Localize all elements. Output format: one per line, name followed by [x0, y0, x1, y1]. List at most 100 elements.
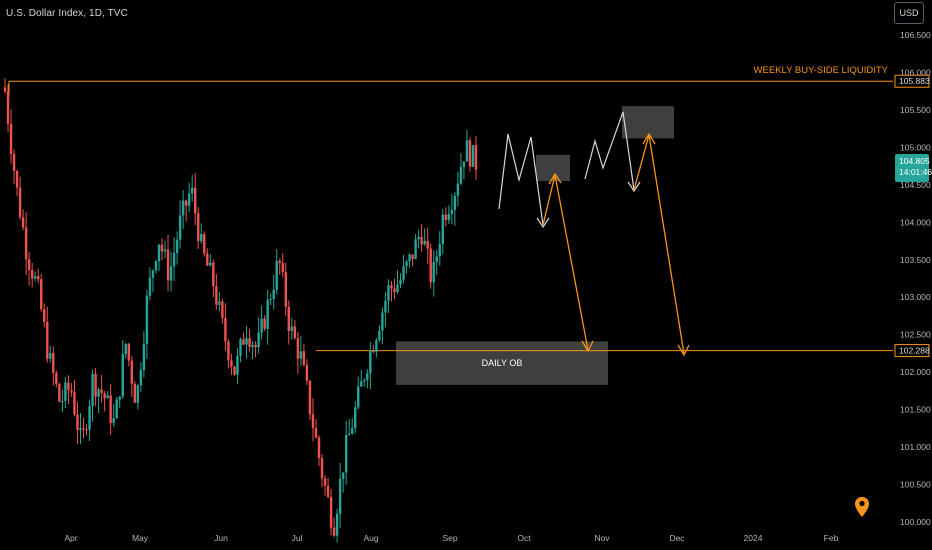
candle — [444, 214, 448, 221]
candle — [88, 406, 91, 430]
candle — [230, 360, 233, 367]
candle — [9, 123, 13, 154]
candle — [178, 215, 182, 240]
candle — [169, 266, 173, 281]
candle — [372, 350, 375, 352]
candle — [293, 326, 297, 339]
time-tick-label: Apr — [64, 533, 77, 543]
candle — [33, 276, 37, 279]
candle — [172, 252, 176, 267]
level-price-badge — [894, 74, 930, 88]
candle — [18, 187, 22, 218]
candle — [209, 262, 212, 266]
arrow-head — [548, 172, 562, 185]
price-tick-label: 104.000 — [900, 217, 931, 227]
candle — [432, 262, 435, 283]
price-tick-label: 104.500 — [900, 180, 931, 190]
time-tick-label: Sep — [442, 533, 457, 543]
candle — [215, 286, 218, 305]
candle — [103, 393, 106, 399]
currency-button[interactable]: USD — [894, 2, 924, 24]
candle — [251, 344, 254, 347]
candle — [242, 339, 245, 345]
candle — [64, 382, 67, 401]
candle — [323, 478, 327, 486]
candle — [175, 239, 179, 253]
candle — [393, 288, 396, 292]
candle — [221, 301, 224, 318]
candle — [200, 234, 203, 242]
time-tick-label: Aug — [363, 533, 378, 543]
candle — [61, 400, 64, 402]
candle — [49, 353, 52, 359]
candle — [233, 366, 236, 375]
candle — [314, 428, 318, 438]
time-tick-label: Nov — [594, 533, 610, 543]
candle — [203, 234, 206, 254]
candle — [12, 153, 16, 171]
candle — [465, 140, 469, 162]
projection-path — [584, 111, 635, 191]
candle — [287, 306, 291, 332]
candle — [296, 338, 300, 359]
candle — [269, 299, 272, 301]
candle — [21, 217, 25, 228]
candle — [70, 390, 73, 393]
candle — [46, 321, 49, 359]
candle — [239, 339, 242, 356]
candle — [115, 399, 118, 419]
location-pin-icon[interactable] — [855, 497, 869, 517]
price-tick-label: 105.500 — [900, 105, 931, 115]
candle — [6, 91, 10, 124]
candle — [456, 183, 460, 196]
candle — [73, 392, 76, 415]
candle — [320, 458, 324, 479]
candle — [338, 478, 342, 514]
candle — [420, 236, 423, 245]
price-tick-label: 101.500 — [900, 405, 931, 415]
candle — [100, 389, 103, 394]
symbol-title: U.S. Dollar Index, 1D, TVC — [6, 8, 128, 19]
time-tick-label: Jul — [292, 533, 303, 543]
candle — [441, 214, 444, 245]
candle — [43, 309, 46, 322]
candle — [55, 372, 58, 384]
candle — [91, 373, 94, 407]
price-countdown-label: 14:01:46 — [899, 167, 932, 177]
candle — [27, 259, 31, 270]
candle — [194, 187, 197, 214]
candle — [275, 260, 278, 290]
candle — [257, 332, 260, 348]
candle — [414, 239, 417, 260]
candle — [308, 380, 312, 415]
time-tick-label: Oct — [517, 533, 531, 543]
candle — [284, 271, 287, 307]
candle — [426, 241, 429, 249]
candle — [197, 213, 200, 242]
candle — [447, 213, 451, 221]
price-tick-label: 100.000 — [900, 517, 931, 527]
arrow-head — [581, 340, 594, 353]
candle — [351, 428, 354, 434]
candle — [299, 351, 303, 359]
candle — [390, 285, 393, 289]
projection-path — [498, 133, 544, 226]
candle — [396, 284, 399, 292]
candle — [124, 343, 127, 355]
time-tick-label: 2024 — [744, 533, 763, 543]
candle — [30, 269, 34, 279]
candle — [384, 300, 387, 313]
candle — [40, 279, 43, 310]
supply-zone — [622, 106, 674, 139]
candle — [227, 341, 230, 361]
candle — [109, 395, 112, 424]
level-price-badge — [894, 344, 930, 358]
candle — [3, 87, 7, 92]
candle — [82, 428, 85, 430]
candle — [387, 285, 390, 301]
price-tick-label: 102.500 — [900, 330, 931, 340]
candle — [106, 395, 109, 399]
time-tick-label: Dec — [669, 533, 685, 543]
candle — [145, 295, 149, 344]
